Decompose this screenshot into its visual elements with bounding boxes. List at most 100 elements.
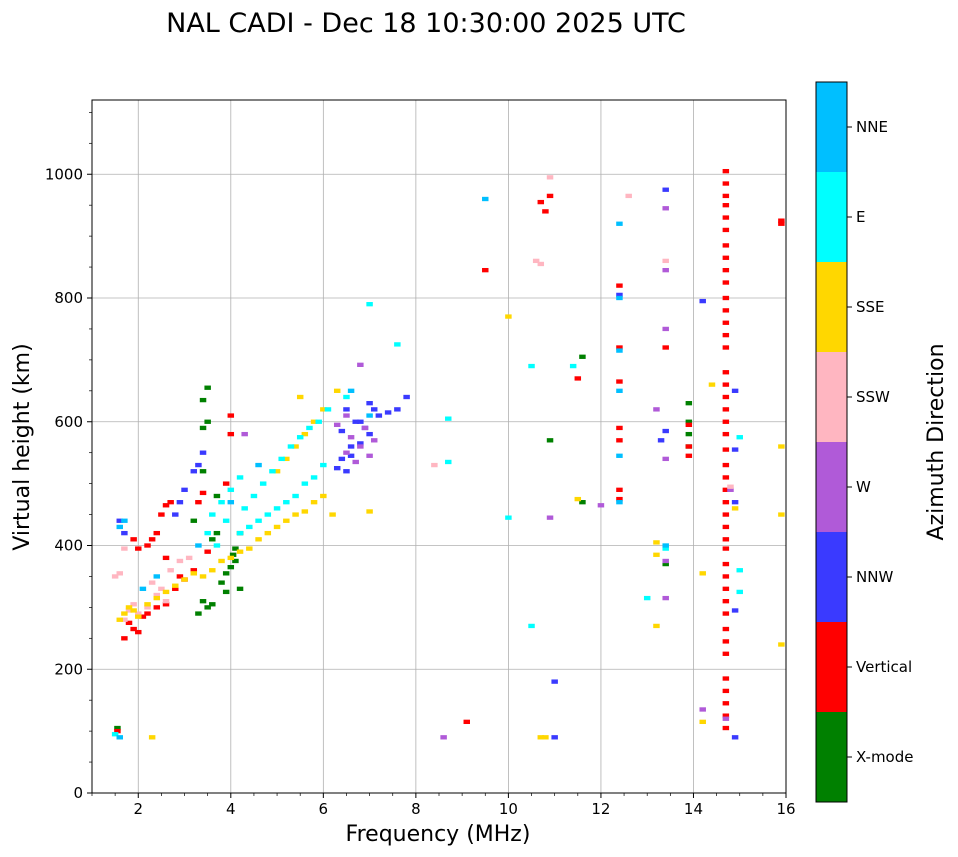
echo-point <box>722 370 730 375</box>
echo-point <box>699 707 706 712</box>
echo-point <box>111 574 119 579</box>
echo-point <box>722 701 730 706</box>
echo-point <box>148 580 156 585</box>
echo-point <box>653 407 660 412</box>
echo-point <box>320 493 327 499</box>
echo-point <box>357 441 364 446</box>
echo-point <box>273 469 281 474</box>
echo-point <box>722 586 730 591</box>
echo-point <box>338 456 346 462</box>
echo-point <box>255 537 262 542</box>
echo-point <box>283 518 290 523</box>
echo-point <box>352 459 359 465</box>
echo-point <box>218 580 225 585</box>
x-tick-label: 16 <box>776 800 795 818</box>
x-tick-label: 8 <box>411 800 421 818</box>
echo-point <box>537 199 545 205</box>
echo-point <box>320 407 327 412</box>
echo-point <box>528 623 535 629</box>
echo-point <box>195 611 202 616</box>
echo-point <box>162 555 170 561</box>
echo-point <box>722 725 730 731</box>
echo-point <box>722 462 730 468</box>
echo-point <box>343 394 350 400</box>
echo-point <box>148 537 156 542</box>
echo-point <box>246 524 253 530</box>
echo-point <box>431 462 438 468</box>
echo-point <box>357 444 364 449</box>
echo-point <box>343 407 350 412</box>
colorbar-segment <box>816 262 847 352</box>
echo-point <box>236 475 244 480</box>
axis-ticks: 2 4 6 8 10 12 14 16 0 200 400 600 800 1000 <box>45 112 796 818</box>
echo-point <box>167 500 174 505</box>
echo-point <box>246 546 253 551</box>
echo-point <box>236 549 244 554</box>
echo-point <box>135 546 142 551</box>
echo-point <box>185 555 193 561</box>
y-axis-label: Virtual height (km) <box>10 343 35 550</box>
echo-point <box>273 524 281 530</box>
echo-point <box>222 589 230 595</box>
echo-point <box>662 258 669 264</box>
echo-point <box>347 453 355 458</box>
x-axis-label: Frequency (MHz) <box>346 822 531 847</box>
echo-point <box>482 196 489 202</box>
echo-point <box>722 345 730 350</box>
echo-point <box>722 255 730 260</box>
echo-point <box>190 568 198 573</box>
echo-point <box>199 490 207 496</box>
echo-point <box>579 354 586 359</box>
echo-point <box>722 431 730 437</box>
echo-point <box>616 388 623 393</box>
echo-point <box>347 444 355 449</box>
y-tick-label: 200 <box>54 660 83 678</box>
echo-point <box>139 614 147 619</box>
echo-point <box>162 599 170 604</box>
echo-point <box>213 543 221 548</box>
echo-point <box>195 462 202 468</box>
echo-point <box>722 193 730 199</box>
echo-point <box>236 530 244 536</box>
echo-point <box>736 589 743 595</box>
echo-point <box>306 425 313 431</box>
echo-point <box>722 626 730 632</box>
echo-point <box>135 611 142 616</box>
echo-point <box>199 574 207 579</box>
colorbar-label: SSW <box>856 388 890 406</box>
echo-point <box>121 611 128 616</box>
echo-point <box>722 688 730 694</box>
echo-point <box>176 558 184 564</box>
echo-point <box>292 512 299 517</box>
echo-point <box>130 626 137 632</box>
echo-point <box>139 586 147 591</box>
echo-point <box>722 181 730 186</box>
echo-point <box>662 428 669 434</box>
echo-point <box>731 608 739 613</box>
echo-point <box>121 518 128 523</box>
y-tick-label: 1000 <box>45 165 83 183</box>
x-tick-label: 2 <box>133 800 143 818</box>
colorbar-segment <box>816 622 847 712</box>
echo-point <box>662 595 669 601</box>
echo-point <box>227 431 235 437</box>
echo-point <box>181 487 188 492</box>
echo-point <box>546 193 554 199</box>
echo-point <box>722 713 730 718</box>
plot-background <box>92 100 786 793</box>
echo-point <box>232 558 239 564</box>
echo-point <box>209 512 216 517</box>
echo-point <box>310 419 318 424</box>
echo-point <box>236 586 244 591</box>
echo-point <box>190 469 198 474</box>
echo-point <box>685 401 693 406</box>
echo-point <box>699 571 706 576</box>
echo-point <box>343 450 350 455</box>
echo-point <box>722 215 730 220</box>
echo-point <box>347 388 355 393</box>
echo-point <box>722 546 730 551</box>
echo-point <box>731 500 739 505</box>
colorbar-segment <box>816 82 847 172</box>
echo-point <box>255 518 262 523</box>
echo-point <box>616 348 623 353</box>
